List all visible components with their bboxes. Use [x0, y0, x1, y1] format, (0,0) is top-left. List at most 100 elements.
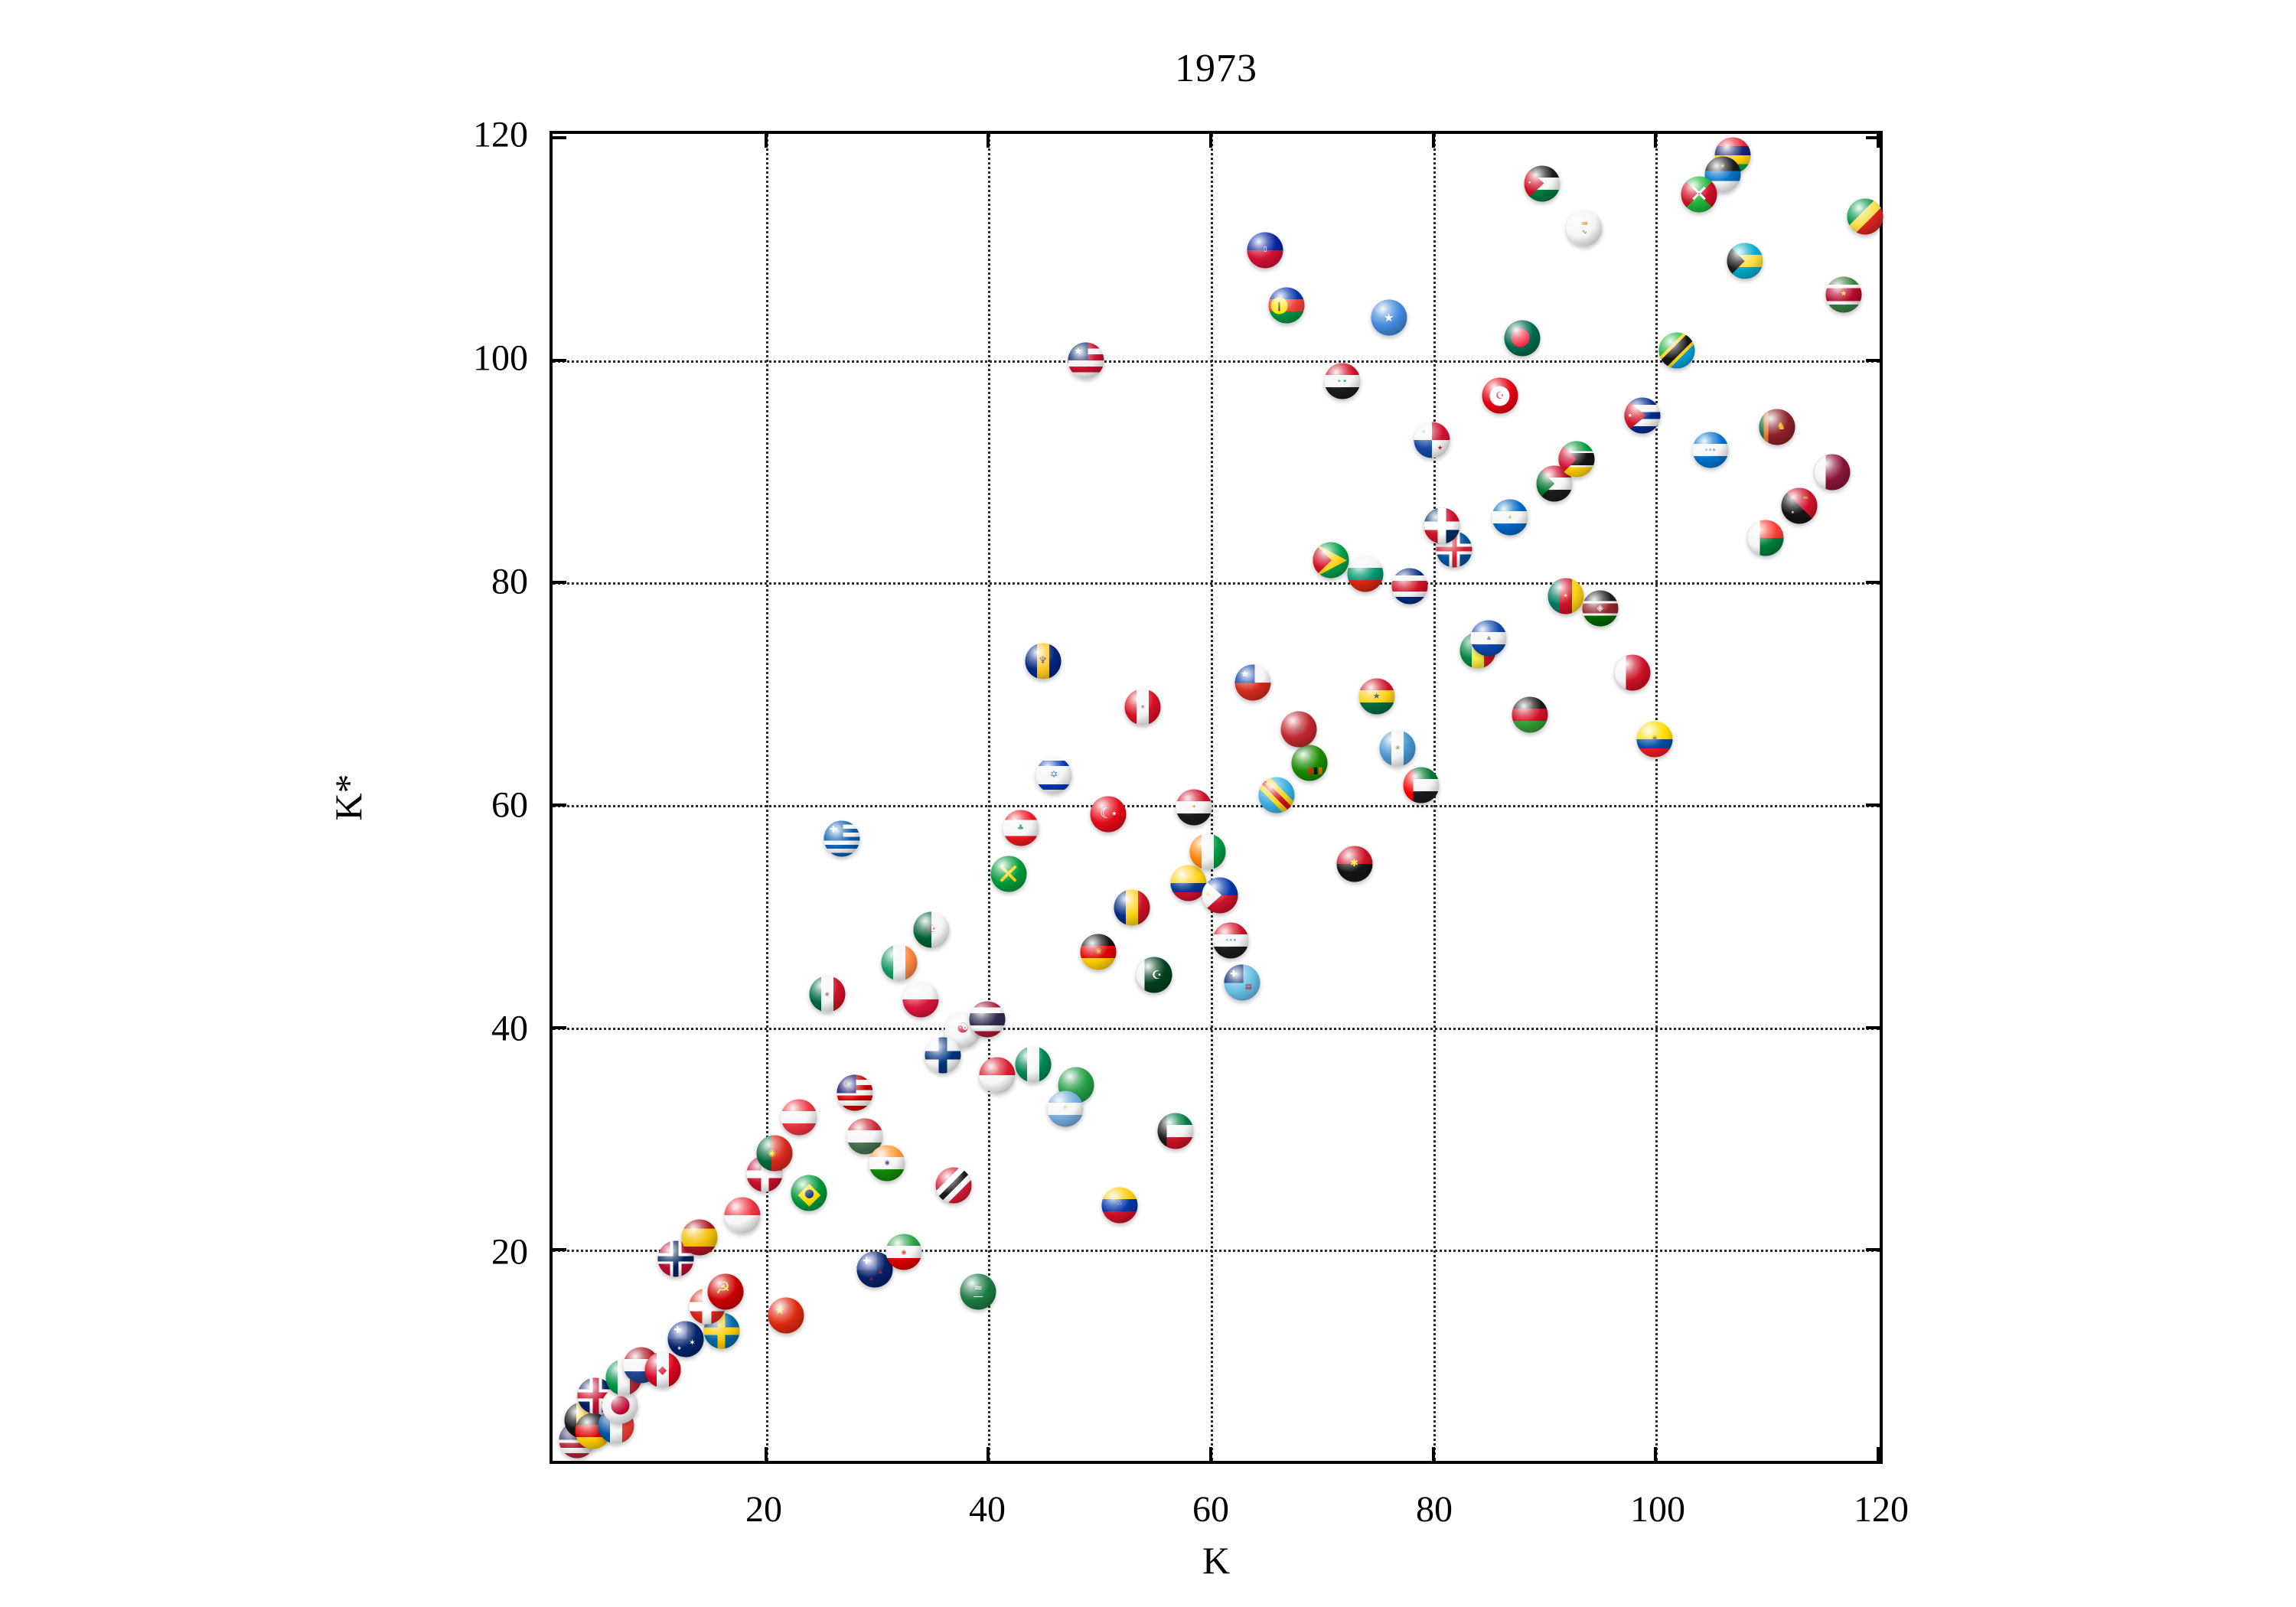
tick-y-60 — [553, 803, 566, 807]
flag-ball-bahamas — [1727, 243, 1763, 279]
flag-ball-indonesia — [979, 1057, 1016, 1094]
flag-ball-somalia: ★ — [1371, 299, 1407, 336]
sphere-shine — [1324, 363, 1361, 399]
tick-x-40 — [987, 1447, 990, 1461]
x-axis-label: K — [1202, 1539, 1231, 1582]
sphere-shine — [1391, 568, 1428, 605]
sphere-shine — [1814, 454, 1851, 491]
flag-ball-hungary — [846, 1118, 883, 1155]
tick-x-80 — [1431, 134, 1435, 148]
flag-ball-malaysia: ☾ — [837, 1074, 873, 1111]
tick-y-80 — [1866, 581, 1880, 585]
tick-x-20 — [764, 1447, 768, 1461]
sphere-shine — [1268, 287, 1305, 324]
sphere-shine — [1847, 198, 1883, 235]
tick-x-60 — [1209, 1447, 1213, 1461]
flag-ball-angola: ✱ — [1336, 846, 1372, 882]
x-tick-label-20: 20 — [745, 1489, 782, 1530]
flag-ball-singapore: ☾ — [724, 1197, 761, 1234]
sphere-shine — [1157, 1113, 1194, 1149]
flag-ball-philippines: ☀ — [1202, 877, 1238, 914]
x-tick-label-120: 120 — [1854, 1489, 1909, 1530]
sphere-shine — [979, 1057, 1016, 1094]
tick-y-100 — [553, 358, 566, 362]
flag-ball-costa-rica — [1391, 568, 1428, 605]
chart-title: 1973 — [1175, 47, 1257, 90]
sphere-shine — [1548, 578, 1584, 614]
flag-ball-soviet-union: ☭ — [707, 1273, 744, 1310]
flag-ball-pakistan: ☪ — [1136, 957, 1172, 993]
flag-ball-panama: ★★ — [1414, 422, 1450, 458]
sphere-shine — [1825, 276, 1862, 313]
sphere-shine — [667, 1321, 704, 1358]
sphere-shine — [960, 1273, 996, 1310]
tick-x-40 — [987, 134, 990, 148]
sphere-shine — [1258, 777, 1295, 813]
sphere-shine — [1692, 432, 1729, 468]
sphere-shine — [1035, 757, 1072, 794]
flag-ball-morocco: ☆ — [1280, 711, 1317, 748]
x-tick-label-60: 60 — [1192, 1489, 1229, 1530]
flag-ball-trinidad-and-tobago — [935, 1167, 972, 1204]
sphere-shine — [707, 1273, 744, 1310]
tick-y-40 — [553, 1025, 566, 1029]
flag-ball-nigeria — [1015, 1046, 1051, 1083]
sphere-shine — [1482, 377, 1518, 414]
sphere-shine — [885, 1234, 922, 1270]
flag-ball-australia: ✚✶✶ — [667, 1321, 704, 1358]
x-tick-label-80: 80 — [1416, 1489, 1453, 1530]
gridline-x-40 — [988, 134, 991, 1461]
sphere-shine — [1681, 176, 1717, 213]
tick-x-20 — [764, 134, 768, 148]
sphere-shine — [837, 1074, 873, 1111]
flag-ball-spain — [681, 1219, 718, 1256]
sphere-shine — [1176, 789, 1212, 826]
sphere-shine — [913, 911, 950, 948]
flag-ball-honduras: ∗∗∗ — [1692, 432, 1729, 468]
sphere-shine — [1090, 796, 1127, 833]
sphere-shine — [1614, 654, 1651, 691]
sphere-shine — [791, 1175, 827, 1211]
sphere-shine — [1558, 441, 1595, 478]
flag-ball-bahrain — [1614, 654, 1651, 691]
sphere-shine — [925, 1037, 961, 1074]
tick-y-20 — [553, 1248, 566, 1252]
plot-area: ◆✚✶✶☭★☾◉◆●☾◉◉✚✚✶✶◉≈—∴☯☀☪✕♣✡☾★✦◉☪✚▤☀✶✶✶★▮… — [550, 131, 1883, 1464]
sphere-shine — [1170, 865, 1207, 901]
y-tick-label-40: 40 — [491, 1008, 528, 1049]
flag-ball-austria — [781, 1099, 817, 1136]
y-tick-label-120: 120 — [473, 114, 528, 155]
flag-ball-zambia: ▮▮▮ — [1291, 745, 1328, 781]
y-tick-label-100: 100 — [473, 337, 528, 379]
flag-ball-jordan: ✶ — [1524, 165, 1561, 202]
flag-ball-cyprus: ▬∿ — [1566, 210, 1603, 246]
flag-ball-brazil: ◆● — [791, 1175, 827, 1211]
flag-ball-canada: ◆ — [644, 1351, 681, 1388]
tick-x-100 — [1654, 134, 1658, 148]
flag-ball-iran: ◉ — [885, 1234, 922, 1270]
tick-y-120 — [553, 135, 566, 139]
gridline-x-20 — [765, 134, 768, 1461]
sphere-shine — [1781, 487, 1818, 524]
flag-ball-syria: ★ ★ — [1324, 363, 1361, 399]
flag-ball-india: ◉ — [869, 1145, 905, 1182]
sphere-shine — [1624, 397, 1661, 434]
flag-ball-kuwait — [1157, 1113, 1194, 1149]
tick-x-80 — [1431, 1447, 1435, 1461]
sphere-shine — [1313, 542, 1349, 579]
sphere-shine — [1524, 165, 1561, 202]
flag-ball-haiti: ▯ — [1247, 232, 1283, 269]
tick-x-120 — [1877, 1447, 1880, 1461]
sphere-shine — [869, 1145, 905, 1182]
flag-ball-ivory-coast — [1189, 833, 1226, 870]
flag-ball-bulgaria — [1347, 556, 1384, 592]
sphere-shine — [1582, 590, 1619, 627]
flag-ball-saudi-arabia: ≈— — [960, 1273, 996, 1310]
flag-ball-malawi: ☀ — [1512, 696, 1548, 733]
flag-ball-ghana: ★ — [1358, 678, 1395, 715]
tick-x-60 — [1209, 134, 1213, 148]
gridline-y-60 — [553, 804, 1880, 807]
flag-ball-ireland — [881, 944, 918, 981]
flag-ball-suriname: ★ — [1825, 276, 1862, 313]
sphere-shine — [1379, 730, 1416, 767]
